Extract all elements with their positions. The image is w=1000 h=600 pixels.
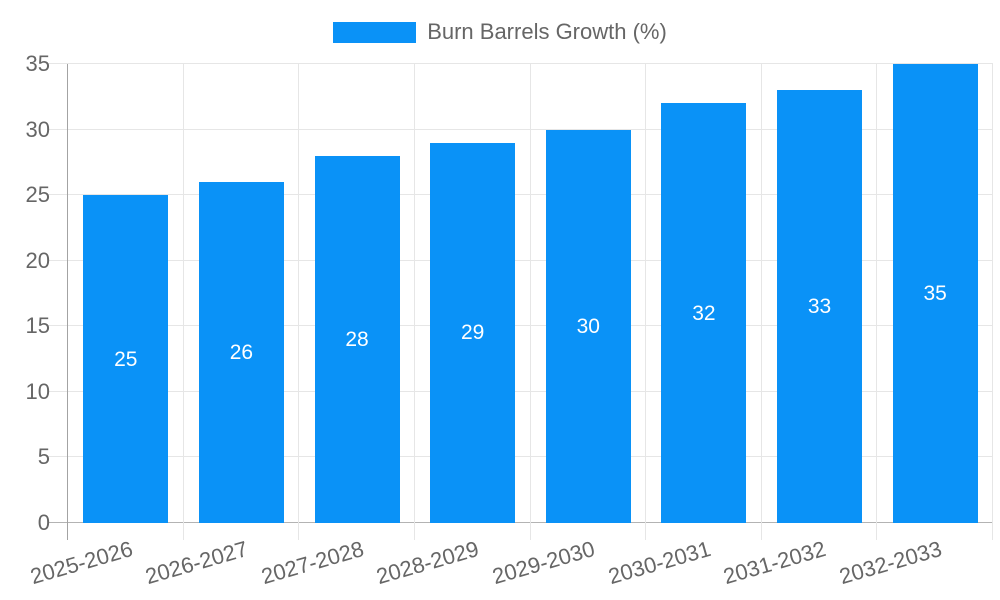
y-tick-label: 20	[25, 248, 50, 273]
y-tick-label: 25	[25, 182, 50, 207]
x-tick-label: 2032-2033	[836, 536, 945, 590]
y-gridline	[48, 522, 993, 523]
y-tick-label: 15	[25, 313, 50, 338]
bar-value-label: 35	[923, 282, 947, 305]
bar-value-label: 26	[229, 341, 254, 364]
y-tick-label: 35	[25, 51, 50, 76]
bar-value-label: 25	[114, 347, 138, 371]
x-tick-label: 2026-2027	[142, 536, 251, 590]
bar-2027-2028[interactable]: 28	[314, 155, 400, 523]
y-tick-label: 30	[25, 117, 50, 142]
x-gridline	[645, 64, 646, 540]
y-axis-line	[67, 64, 68, 540]
chart-legend[interactable]: Burn Barrels Growth (%)	[0, 19, 1000, 45]
y-gridline	[48, 456, 993, 457]
x-tick-label: 2031-2032	[720, 536, 829, 590]
x-tick-label: 2028-2029	[373, 536, 483, 590]
bar-2030-2031[interactable]: 32	[661, 103, 747, 523]
x-gridline	[183, 64, 184, 540]
bar-value-label: 33	[807, 295, 832, 319]
x-tick-label: 2030-2031	[605, 536, 714, 590]
bar-2032-2033[interactable]: 35	[892, 64, 978, 523]
x-gridline	[761, 64, 762, 540]
bar-value-label: 32	[692, 301, 716, 325]
y-gridline	[48, 129, 993, 130]
x-tick-label: 2029-2030	[489, 536, 598, 590]
x-gridline	[876, 64, 877, 540]
y-gridline	[48, 63, 993, 64]
bar-2031-2032[interactable]: 33	[777, 90, 863, 523]
legend-label: Burn Barrels Growth (%)	[427, 19, 667, 44]
x-gridline	[414, 64, 415, 540]
bar-2029-2030[interactable]: 30	[545, 129, 631, 523]
x-tick-label: 2027-2028	[258, 536, 367, 590]
bar-2026-2027[interactable]: 26	[198, 182, 284, 523]
bar-value-label: 29	[461, 321, 485, 345]
bar-value-label: 28	[345, 327, 369, 351]
y-gridline	[48, 260, 993, 261]
legend-swatch-icon	[333, 21, 417, 43]
y-tick-label: 10	[25, 379, 50, 404]
bar-value-label: 30	[576, 314, 600, 338]
x-gridline	[530, 64, 531, 540]
x-gridline	[298, 64, 299, 540]
y-gridline	[48, 325, 993, 326]
y-gridline	[48, 391, 993, 392]
x-gridline	[992, 64, 993, 540]
bar-2028-2029[interactable]: 29	[430, 142, 516, 523]
y-tick-label: 5	[37, 444, 50, 469]
x-tick-label: 2025-2026	[27, 536, 136, 590]
bar-2025-2026[interactable]: 25	[83, 195, 169, 523]
y-gridline	[48, 194, 993, 195]
y-tick-label: 0	[37, 510, 50, 535]
